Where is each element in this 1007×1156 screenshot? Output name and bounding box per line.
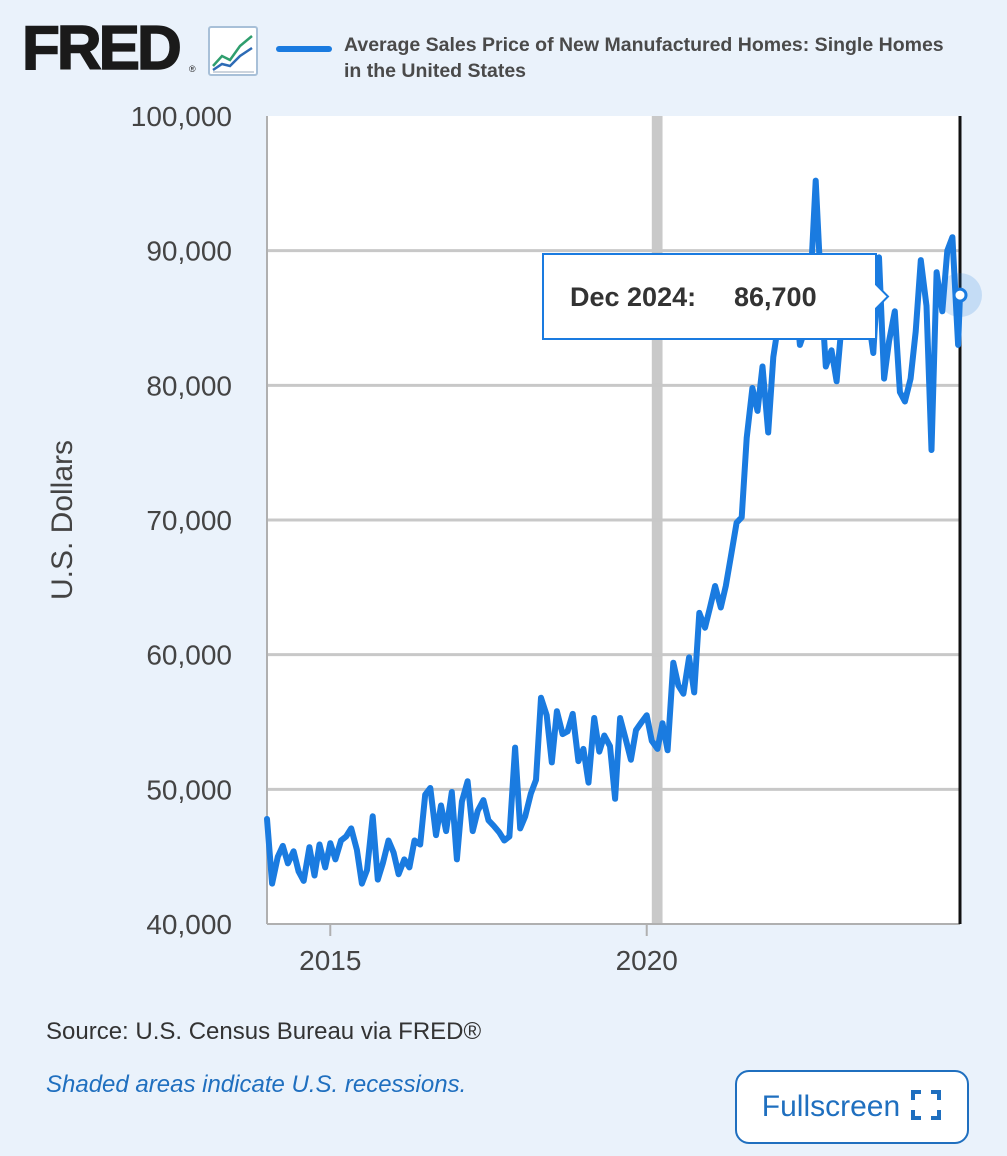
y-tick-labels: 40,000 50,000 60,000 70,000 80,000 90,000 100,… (131, 101, 232, 940)
y-tick-label: 50,000 (146, 774, 232, 805)
y-tick-label: 100,000 (131, 101, 232, 132)
recession-note: Shaded areas indicate U.S. recessions. (46, 1071, 467, 1098)
x-tick-label: 2020 (616, 945, 678, 976)
chart-header: FRED ® Average Sales Price of New Manufa… (0, 0, 1007, 100)
source-note: Source: U.S. Census Bureau via FRED® (46, 1018, 482, 1045)
y-tick-label: 70,000 (146, 505, 232, 536)
y-tick-label: 80,000 (146, 370, 232, 401)
y-axis-label: U.S. Dollars (46, 440, 79, 600)
fullscreen-button[interactable]: Fullscreen (735, 1070, 969, 1144)
y-tick-label: 90,000 (146, 236, 232, 267)
tooltip-value: 86,700 (734, 282, 817, 312)
gridlines (267, 249, 960, 925)
fred-graph-icon (208, 26, 258, 81)
x-tick-label: 2015 (299, 945, 361, 976)
hover-point[interactable] (952, 287, 968, 303)
x-tick-labels: 2015 2020 (299, 924, 678, 976)
series-title[interactable]: Average Sales Price of New Manufactured … (344, 34, 944, 82)
fred-registered-mark: ® (189, 64, 196, 74)
chart-svg: 40,000 50,000 60,000 70,000 80,000 90,000 100,… (46, 101, 982, 976)
y-tick-label: 40,000 (146, 909, 232, 940)
fred-logo[interactable]: FRED (21, 14, 182, 83)
y-tick-label: 60,000 (146, 640, 232, 671)
fullscreen-icon (910, 1089, 942, 1126)
tooltip-box (542, 253, 890, 340)
fullscreen-label: Fullscreen (761, 1090, 901, 1123)
tooltip-date: Dec 2024: (570, 282, 696, 312)
tooltip: Dec 2024: 86,700 (542, 253, 890, 340)
legend-line-swatch (276, 46, 332, 52)
